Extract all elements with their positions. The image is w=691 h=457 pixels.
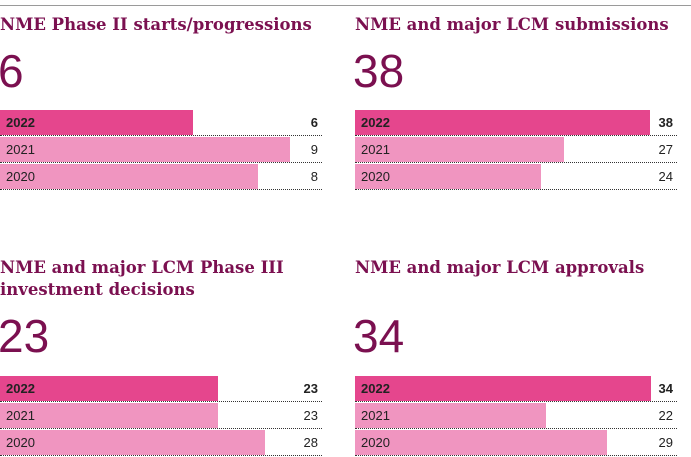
year-label: 2021 — [6, 408, 35, 423]
bar-2020 — [355, 164, 541, 189]
value-label: 28 — [303, 435, 318, 450]
year-label: 2020 — [6, 169, 35, 184]
bar-chart: 2022 23 2021 23 2020 28 — [0, 376, 322, 457]
year-label: 2020 — [6, 435, 35, 450]
bar-row-2020: 2020 29 — [355, 430, 677, 456]
headline-number: 23 — [0, 310, 50, 362]
bar-row-2020: 2020 24 — [355, 164, 677, 190]
bar-2022 — [355, 110, 650, 135]
headline-number: 38 — [353, 45, 405, 97]
top-rule — [0, 5, 691, 6]
chart-panel-phase-ii: NME Phase II starts/progressions 6 2022 6… — [0, 14, 322, 194]
year-label: 2022 — [361, 381, 390, 396]
bar-2020 — [0, 430, 265, 455]
bar-2022 — [0, 110, 193, 135]
year-label: 2020 — [361, 435, 390, 450]
value-label: 29 — [658, 435, 673, 450]
bar-row-2022: 2022 6 — [0, 110, 322, 136]
bar-2020 — [355, 430, 607, 455]
bar-row-2021: 2021 27 — [355, 137, 677, 163]
value-label: 24 — [658, 169, 673, 184]
chart-panel-submissions: NME and major LCM submissions 38 2022 38 2… — [353, 14, 677, 194]
year-label: 2022 — [6, 381, 35, 396]
bar-row-2021: 2021 23 — [0, 403, 322, 429]
chart-panel-approvals: NME and major LCM approvals 34 2022 34 202… — [353, 257, 677, 457]
bar-row-2021: 2021 22 — [355, 403, 677, 429]
bar-row-2022: 2022 38 — [355, 110, 677, 136]
bar-2020 — [0, 164, 258, 189]
chart-title: NME and major LCM Phase III investment d… — [0, 258, 284, 299]
bar-2021 — [355, 137, 564, 162]
bar-chart: 2022 34 2021 22 2020 29 — [355, 376, 677, 457]
bar-2021 — [0, 137, 290, 162]
value-label: 6 — [310, 115, 318, 130]
value-label: 9 — [310, 142, 318, 157]
headline-number: 6 — [0, 45, 24, 97]
bar-row-2020: 2020 8 — [0, 164, 322, 190]
bar-row-2022: 2022 34 — [355, 376, 677, 402]
value-label: 8 — [310, 169, 318, 184]
year-label: 2021 — [6, 142, 35, 157]
chart-title: NME Phase II starts/progressions — [0, 15, 312, 34]
value-label: 34 — [658, 381, 673, 396]
year-label: 2021 — [361, 408, 390, 423]
bar-row-2021: 2021 9 — [0, 137, 322, 163]
bar-2022 — [355, 376, 651, 401]
chart-title: NME and major LCM approvals — [355, 258, 645, 277]
bar-row-2022: 2022 23 — [0, 376, 322, 402]
year-label: 2022 — [6, 115, 35, 130]
year-label: 2020 — [361, 169, 390, 184]
year-label: 2022 — [361, 115, 390, 130]
bar-row-2020: 2020 28 — [0, 430, 322, 456]
value-label: 23 — [303, 381, 318, 396]
bar-2021 — [355, 403, 546, 428]
value-label: 38 — [658, 115, 673, 130]
bar-2021 — [0, 403, 218, 428]
value-label: 22 — [658, 408, 673, 423]
bar-chart: 2022 38 2021 27 2020 24 — [355, 110, 677, 191]
year-label: 2021 — [361, 142, 390, 157]
headline-number: 34 — [353, 310, 405, 362]
chart-panel-phase-iii-investment: NME and major LCM Phase III investment d… — [0, 257, 322, 457]
value-label: 23 — [303, 408, 318, 423]
bar-2022 — [0, 376, 218, 401]
bar-chart: 2022 6 2021 9 2020 8 — [0, 110, 322, 191]
chart-title: NME and major LCM submissions — [355, 15, 669, 34]
value-label: 27 — [658, 142, 673, 157]
